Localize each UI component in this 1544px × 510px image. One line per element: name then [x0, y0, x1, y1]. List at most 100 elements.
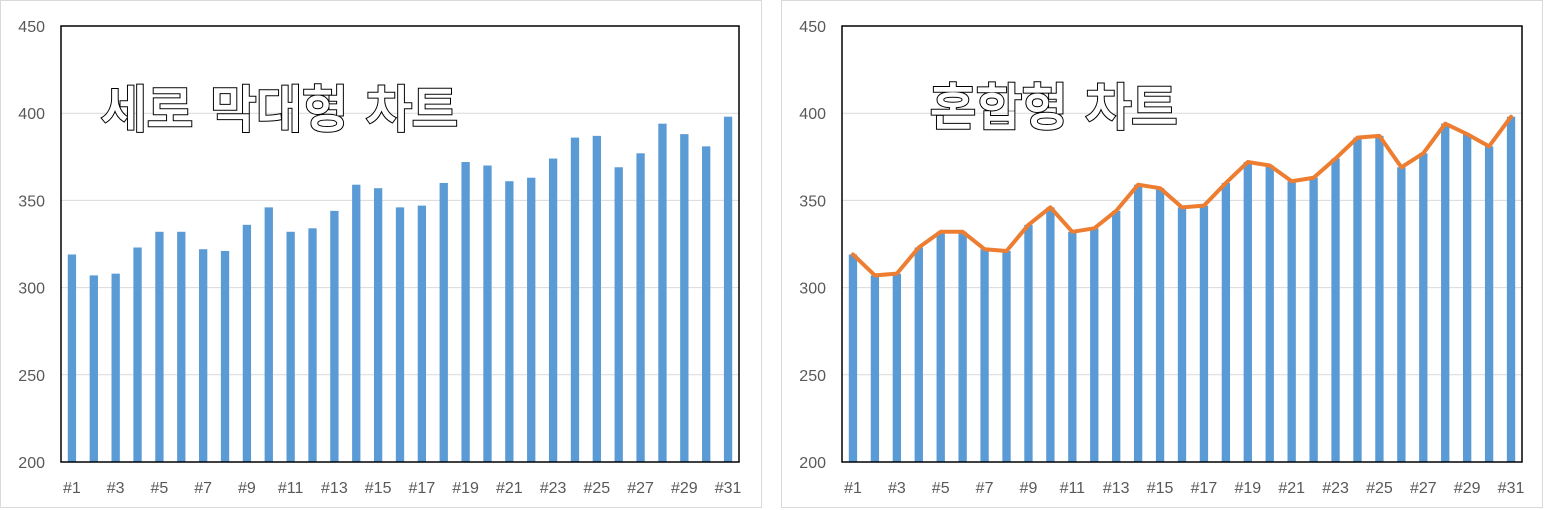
left-bar	[177, 231, 186, 462]
right-bar	[892, 273, 902, 462]
right-bar	[1397, 167, 1406, 463]
left-bars	[67, 116, 733, 463]
right-bar	[1133, 184, 1143, 463]
right-y-tick-label: 300	[799, 281, 826, 298]
right-x-tick-label: #31	[1498, 480, 1525, 497]
left-x-tick-label: #13	[321, 480, 348, 497]
left-bar	[614, 167, 623, 463]
left-bar	[548, 158, 558, 462]
left-x-tick-label: #1	[63, 480, 81, 497]
right-bar	[1462, 134, 1472, 463]
right-bar	[1199, 205, 1209, 462]
right-y-tick-labels: 200 250 300 350 400 450	[799, 19, 826, 472]
right-bar	[1331, 158, 1340, 462]
left-bar	[417, 205, 427, 462]
left-bar	[330, 210, 339, 462]
right-y-tick-label: 400	[799, 106, 826, 123]
left-bar	[395, 207, 405, 462]
left-x-tick-label: #31	[715, 480, 742, 497]
left-bar	[505, 181, 514, 462]
left-bar	[723, 116, 733, 463]
left-bar	[439, 182, 448, 462]
right-bar	[1375, 135, 1384, 462]
left-bar	[702, 146, 711, 462]
right-x-tick-label: #9	[1020, 480, 1038, 497]
left-x-tick-label: #19	[452, 480, 479, 497]
left-x-tick-label: #11	[278, 480, 304, 497]
right-x-tick-label: #13	[1103, 480, 1130, 497]
right-bar	[1265, 165, 1274, 462]
left-x-tick-labels: #1 #3 #5 #7 #9 #11 #13 #15 #17 #19 #21 #23 #25 #27 #29…	[63, 480, 741, 497]
left-bar	[592, 135, 601, 462]
right-bar	[870, 275, 880, 462]
left-bar	[352, 184, 361, 463]
left-bar	[220, 250, 230, 462]
right-bar	[1419, 153, 1428, 462]
left-y-tick-label: 450	[18, 19, 45, 36]
right-chart-panel: 200 250 300 350 400 450 #1 #3 #5 #7 #9 #11 #13 #15 #1…	[781, 0, 1543, 508]
left-bar	[461, 162, 470, 463]
right-bar	[1002, 250, 1011, 462]
left-bar	[658, 123, 667, 462]
left-bar	[680, 134, 689, 463]
right-line	[850, 114, 1514, 278]
right-bar	[1046, 207, 1055, 462]
right-x-tick-label: #3	[888, 480, 906, 497]
right-bar	[1068, 231, 1077, 462]
left-y-tick-label: 350	[18, 193, 45, 210]
left-x-tick-label: #25	[583, 480, 610, 497]
right-y-tick-label: 200	[799, 455, 826, 472]
right-bar	[1221, 182, 1231, 462]
left-x-tick-label: #17	[409, 480, 436, 497]
left-plot-frame	[60, 25, 740, 463]
left-y-tick-label: 400	[18, 106, 45, 123]
right-bar	[1441, 123, 1450, 462]
right-x-tick-labels: #1 #3 #5 #7 #9 #11 #13 #15 #17 #19 #21 #23 #25 #27 #29…	[844, 480, 1524, 497]
left-bar	[155, 231, 164, 462]
right-y-tick-label: 350	[799, 193, 826, 210]
right-chart-title: 혼합형 차트	[930, 79, 1177, 137]
left-x-tick-label: #15	[365, 480, 392, 497]
right-bar	[1484, 146, 1494, 462]
right-x-tick-label: #17	[1191, 480, 1218, 497]
right-bar	[980, 249, 989, 462]
right-bar	[936, 231, 945, 462]
right-x-tick-label: #19	[1234, 480, 1261, 497]
left-y-tick-labels: 200 250 300 350 400 450	[18, 19, 45, 472]
right-x-tick-label: #29	[1454, 480, 1481, 497]
right-line-series	[850, 114, 1514, 278]
left-bar	[242, 224, 252, 462]
right-bar	[914, 247, 923, 462]
left-y-tick-label: 300	[18, 281, 45, 298]
right-bar	[1243, 162, 1252, 463]
left-x-tick-label: #7	[194, 480, 212, 497]
right-x-tick-label: #15	[1147, 480, 1174, 497]
left-bar	[308, 228, 317, 462]
right-x-tick-label: #11	[1060, 480, 1086, 497]
left-chart-panel: 200 250 300 350 400 450 #1 #3 #5 #7 #9 #11 #13 #15 #1…	[0, 0, 762, 508]
right-x-tick-label: #27	[1410, 480, 1437, 497]
right-x-tick-label: #25	[1366, 480, 1393, 497]
left-x-tick-label: #27	[627, 480, 654, 497]
left-bar	[286, 231, 295, 462]
right-x-tick-label: #5	[932, 480, 950, 497]
left-bar	[89, 275, 98, 462]
right-bar	[1090, 228, 1099, 462]
left-x-tick-label: #21	[496, 480, 523, 497]
right-bar	[1177, 207, 1187, 462]
right-x-tick-label: #23	[1322, 480, 1349, 497]
left-bar	[636, 153, 645, 462]
left-bar	[133, 247, 142, 462]
left-x-tick-label: #3	[107, 480, 125, 497]
right-bar	[1309, 177, 1318, 462]
left-x-tick-label: #5	[151, 480, 169, 497]
left-bar	[264, 207, 273, 462]
left-bar	[67, 254, 77, 462]
right-bar	[1506, 116, 1516, 463]
right-bar	[1287, 181, 1296, 462]
right-bar	[848, 254, 858, 462]
right-bars	[848, 116, 1516, 463]
left-bar	[199, 249, 208, 462]
